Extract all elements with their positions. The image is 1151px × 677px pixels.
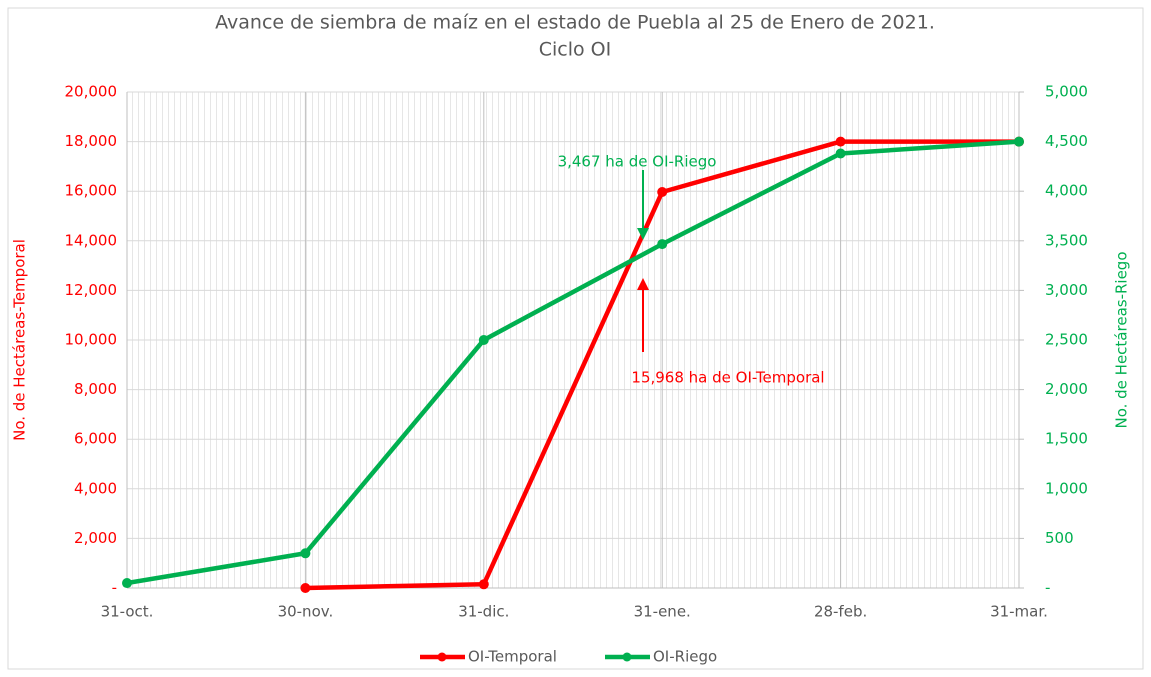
y-tick-label: 18,000 <box>65 132 118 150</box>
y2-tick-label: - <box>1045 579 1050 597</box>
y2-tick-label: 4,500 <box>1045 132 1088 150</box>
y-tick-label: 2,000 <box>74 529 117 547</box>
y2-tick-label: 1,500 <box>1045 430 1088 448</box>
frame <box>7 7 1144 670</box>
series-point <box>1014 136 1024 147</box>
x-tick-label: 31-oct. <box>101 603 154 621</box>
x-tick-label: 28-feb. <box>814 603 867 621</box>
series-point <box>300 583 311 593</box>
x-tick-label: 30-nov. <box>278 603 334 621</box>
x-tick-label: 31-mar. <box>990 603 1048 621</box>
y2-tick-label: 1,000 <box>1045 479 1088 497</box>
y2-tick-label: 3,000 <box>1045 281 1088 299</box>
y-tick-label: 16,000 <box>65 182 118 200</box>
y2-axis-label: No. de Hectáreas-Riego <box>1113 251 1131 428</box>
legend-label: OI-Riego <box>653 648 717 666</box>
annotation: 3,467 ha de OI-Riego <box>558 153 717 171</box>
chart-subtitle: Ciclo OI <box>539 39 612 61</box>
y-axis-label: No. de Hectáreas-Temporal <box>11 239 29 441</box>
y-tick-label: 10,000 <box>65 331 118 349</box>
annotation-arrowhead <box>637 228 649 240</box>
series-point <box>657 239 668 250</box>
y-tick-label: 6,000 <box>74 430 117 448</box>
series-point <box>478 579 489 590</box>
series-line <box>126 139 1020 586</box>
series-point <box>478 335 489 345</box>
y-tick-label: 20,000 <box>65 83 118 101</box>
chart-title: Avance de siembra de maíz en el estado d… <box>215 12 935 34</box>
y2-tick-label: 2,500 <box>1045 331 1088 349</box>
series-point <box>122 578 132 589</box>
y-tick-label: 12,000 <box>65 281 118 299</box>
y2-tick-label: 2,000 <box>1045 380 1088 398</box>
series-point <box>835 136 846 147</box>
y2-tick-label: 4,000 <box>1045 182 1088 200</box>
x-tick-label: 31-dic. <box>458 603 509 621</box>
y2-tick-label: 500 <box>1045 529 1074 547</box>
y-tick-label: 14,000 <box>65 231 118 249</box>
legend-marker <box>437 652 447 662</box>
y-tick-label: 4,000 <box>74 479 117 497</box>
series-point <box>300 548 311 559</box>
series-point <box>657 186 668 197</box>
annotation: 15,968 ha de OI-Temporal <box>631 369 824 387</box>
y-tick-label: - <box>112 579 117 597</box>
plot: - 2,000 4,000 6,000 8,000 10,000 12,000 14,000 1… <box>65 83 1088 621</box>
x-tick-label: 31-ene. <box>634 603 691 621</box>
series-point <box>835 148 846 159</box>
y2-tick-label: 3,500 <box>1045 231 1088 249</box>
annotation-arrowhead <box>637 278 649 290</box>
y-tick-label: 8,000 <box>74 380 117 398</box>
legend-label: OI-Temporal <box>468 648 557 666</box>
legend-marker <box>622 652 632 662</box>
y2-tick-label: 5,000 <box>1045 83 1088 101</box>
